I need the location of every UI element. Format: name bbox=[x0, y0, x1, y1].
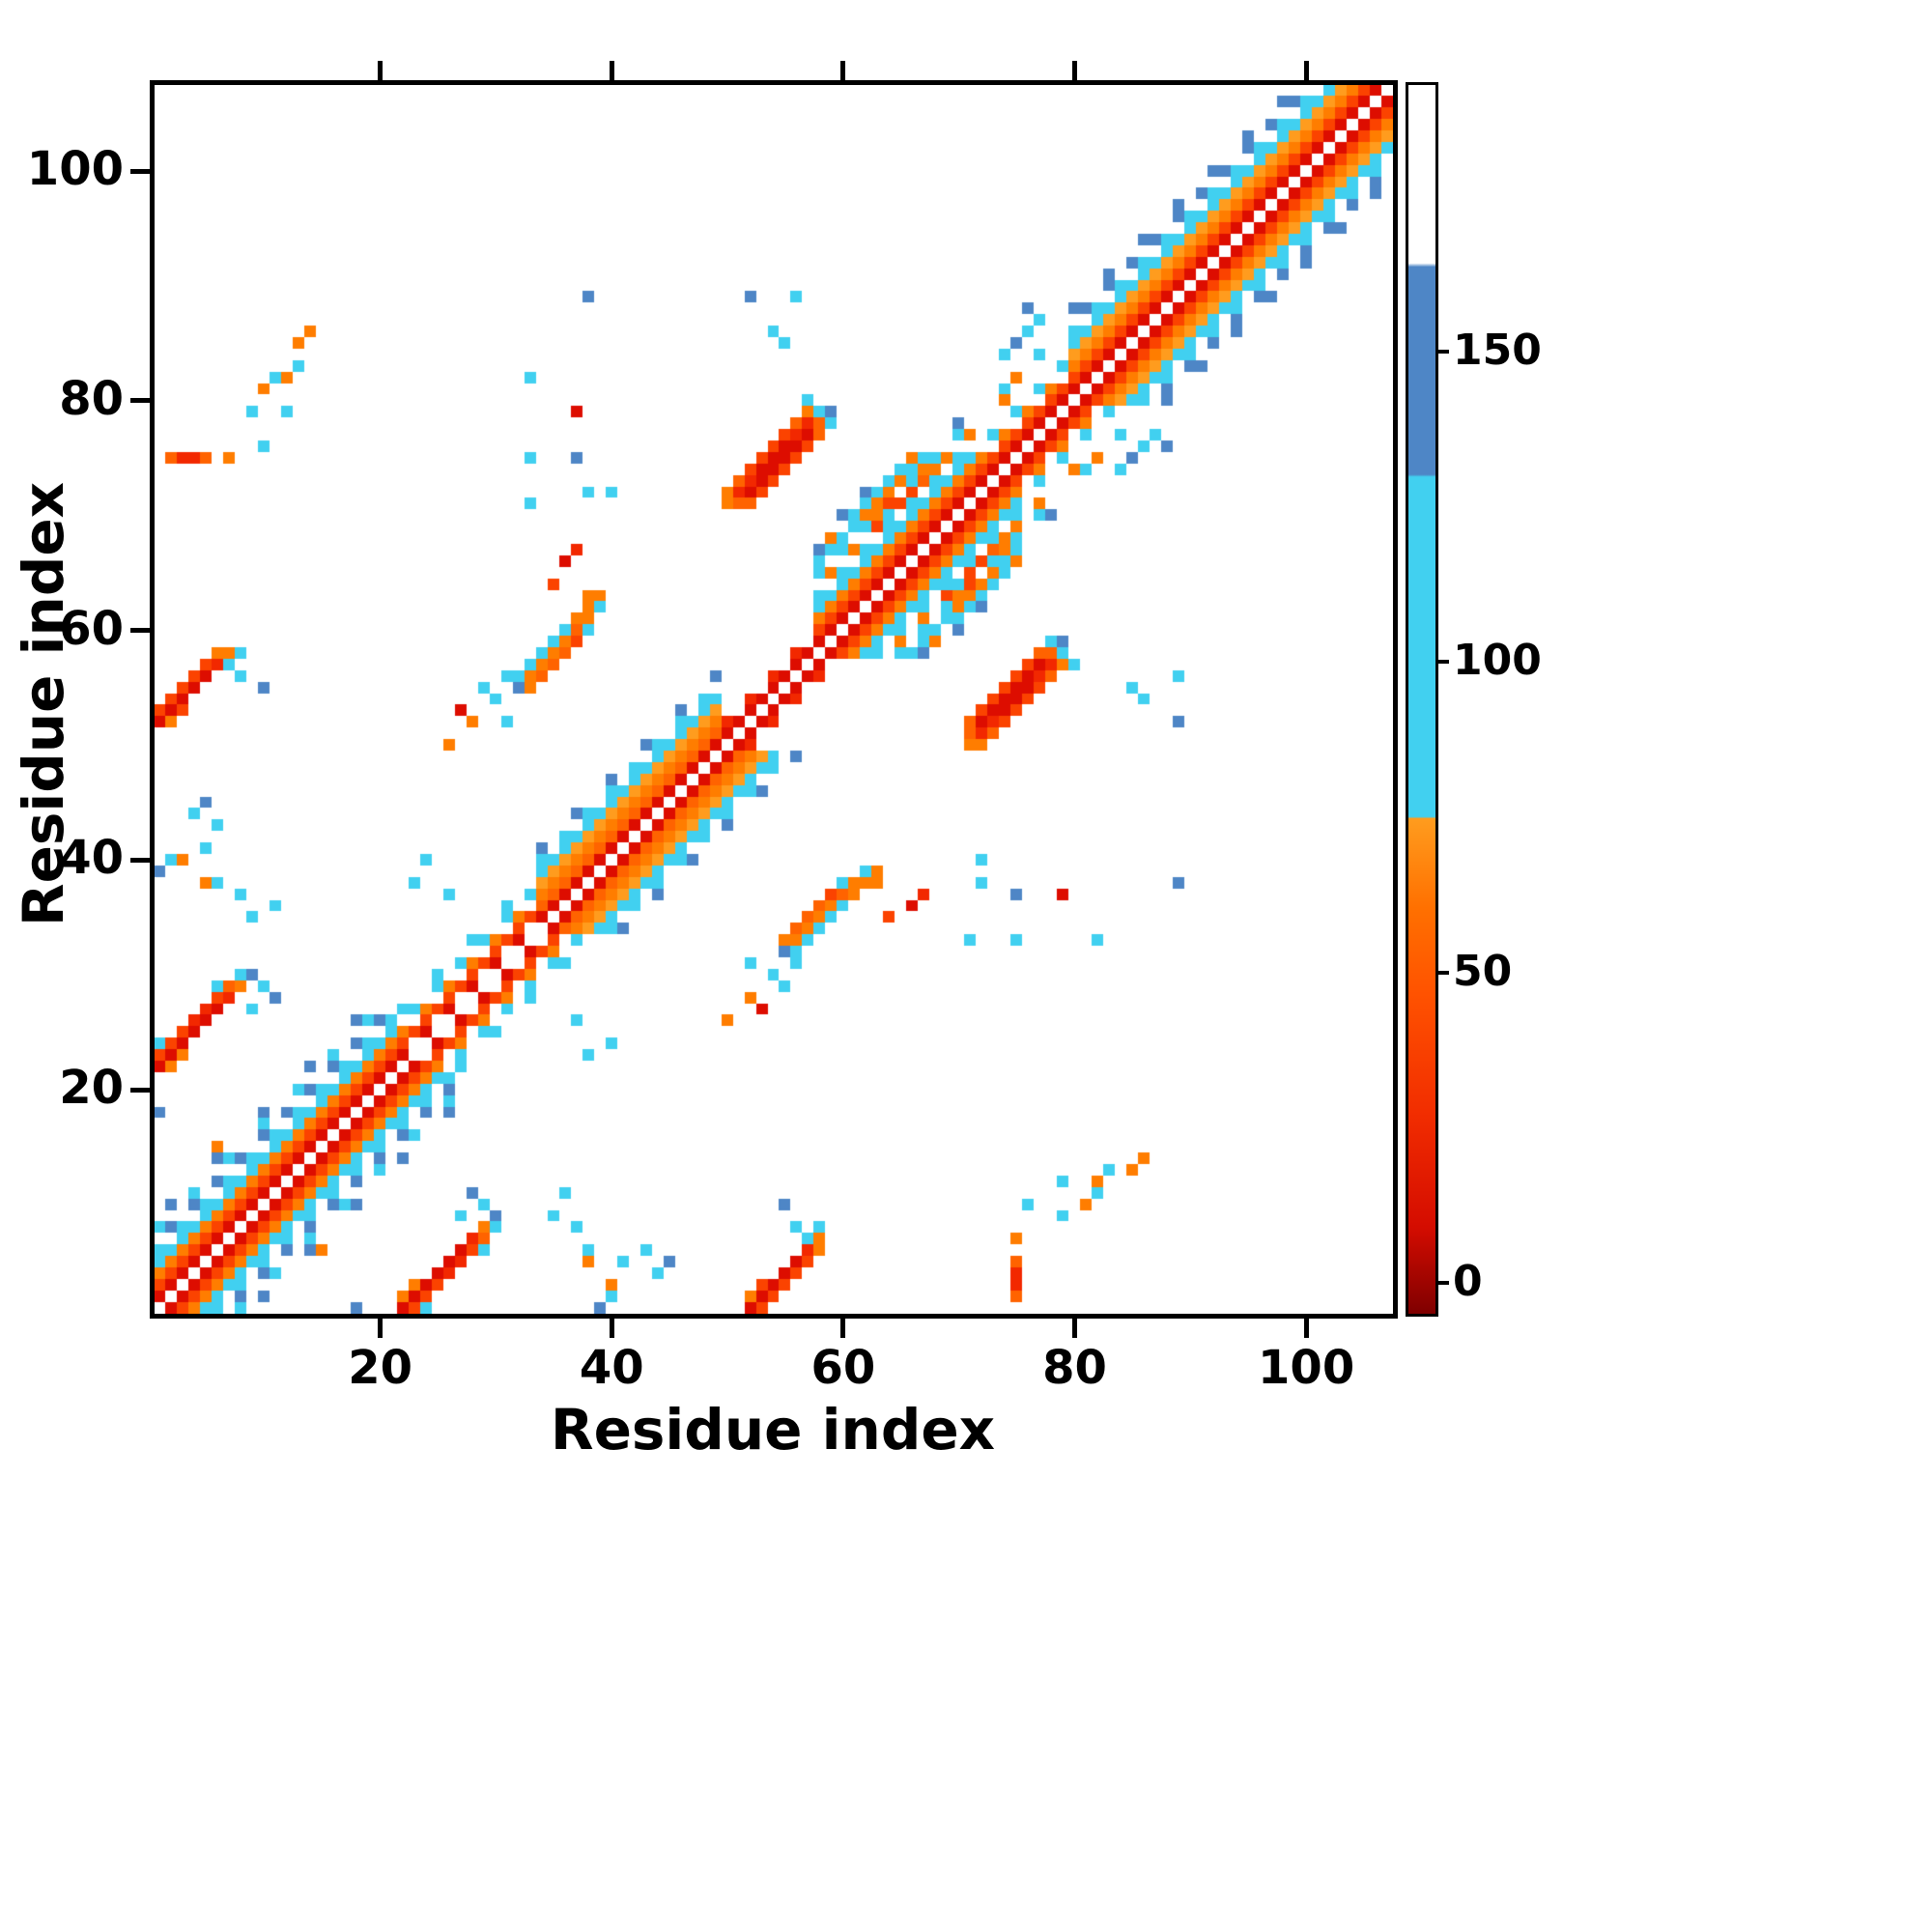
colorbar-gradient bbox=[1408, 85, 1435, 1314]
heatmap-canvas bbox=[155, 85, 1393, 1314]
x-tick-mark-top bbox=[840, 61, 846, 80]
x-tick-mark-top bbox=[609, 61, 614, 80]
x-tick-label: 40 bbox=[579, 1341, 644, 1395]
x-tick-mark bbox=[378, 1319, 384, 1338]
x-tick-mark-top bbox=[1072, 61, 1077, 80]
x-tick-label: 20 bbox=[348, 1341, 413, 1395]
y-tick-mark bbox=[130, 168, 150, 174]
x-tick-mark bbox=[1303, 1319, 1309, 1338]
plot-frame bbox=[150, 80, 1398, 1319]
x-tick-mark bbox=[609, 1319, 614, 1338]
colorbar-tick-label: 50 bbox=[1453, 946, 1513, 996]
x-tick-mark-top bbox=[378, 61, 384, 80]
y-tick-label: 60 bbox=[59, 601, 124, 656]
colorbar-tick-label: 100 bbox=[1453, 636, 1542, 686]
colorbar-tick-label: 150 bbox=[1453, 326, 1542, 376]
y-axis-label: Residue index bbox=[11, 481, 76, 927]
colorbar bbox=[1406, 82, 1438, 1317]
x-axis-label: Residue index bbox=[550, 1397, 996, 1463]
x-tick-mark bbox=[1072, 1319, 1077, 1338]
colorbar-tick-mark bbox=[1435, 660, 1449, 665]
x-tick-label: 80 bbox=[1042, 1341, 1107, 1395]
x-tick-label: 60 bbox=[810, 1341, 876, 1395]
colorbar-tick-mark bbox=[1435, 350, 1449, 355]
y-tick-label: 80 bbox=[59, 371, 124, 426]
y-tick-mark bbox=[130, 1087, 150, 1093]
y-tick-mark bbox=[130, 398, 150, 404]
colorbar-tick-label: 0 bbox=[1453, 1256, 1483, 1306]
colorbar-tick-mark bbox=[1435, 1280, 1449, 1285]
y-tick-label: 40 bbox=[59, 831, 124, 886]
y-tick-label: 20 bbox=[59, 1061, 124, 1116]
x-tick-mark-top bbox=[1303, 61, 1309, 80]
y-tick-mark bbox=[130, 628, 150, 634]
colorbar-tick-mark bbox=[1435, 970, 1449, 975]
x-tick-mark bbox=[840, 1319, 846, 1338]
x-tick-label: 100 bbox=[1258, 1341, 1355, 1395]
y-tick-mark bbox=[130, 857, 150, 863]
y-tick-label: 100 bbox=[26, 142, 124, 197]
